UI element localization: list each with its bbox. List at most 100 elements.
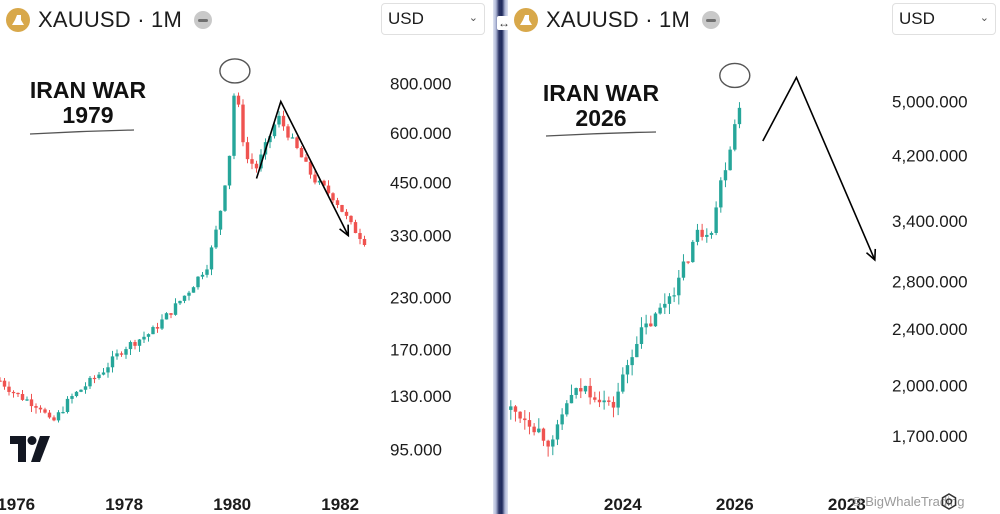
candle (25, 396, 29, 401)
candle (583, 385, 588, 394)
symbol-label[interactable]: XAUUSD · 1M (546, 7, 690, 32)
candle (83, 382, 88, 394)
candle (700, 223, 704, 241)
symbol-header: XAUUSD · 1M (514, 6, 720, 34)
candle (236, 92, 241, 108)
candle (38, 405, 43, 413)
currency-value: USD (388, 9, 424, 28)
minus-pill-icon[interactable] (194, 11, 212, 29)
minus-pill-icon[interactable] (702, 11, 720, 29)
x-tick-label: 1978 (105, 495, 143, 514)
candle (173, 298, 178, 316)
y-tick-label: 600.000 (390, 124, 451, 143)
candle (551, 435, 555, 456)
candle (101, 368, 106, 376)
candle (695, 223, 700, 246)
candle (2, 378, 7, 390)
candle (128, 340, 133, 355)
y-tick-label: 130.000 (390, 387, 451, 406)
candle (47, 409, 52, 419)
candle (630, 349, 634, 376)
candle (686, 261, 690, 265)
price-chart-2026[interactable]: 1,700.000 2,000.000 2,400.000 2,800.000 3,40… (508, 0, 1000, 514)
candle (344, 209, 349, 220)
chevron-down-icon: ⌄ (468, 12, 478, 24)
candle (214, 225, 218, 250)
candle (705, 228, 709, 243)
price-chart-1979[interactable]: 95.000 130.000 170.000 230.000 330.000 450.00… (0, 0, 493, 514)
candle (565, 400, 569, 417)
peak-circle (219, 58, 251, 84)
y-tick-label: 2,000.000 (892, 377, 968, 396)
resize-handle-icon[interactable]: ↔ (497, 16, 511, 30)
watermark: © BigWhaleTrading (852, 494, 965, 509)
annotation-line-1: IRAN WAR (29, 77, 147, 103)
candle (733, 119, 737, 152)
y-tick-label: 170.000 (390, 341, 451, 360)
candle (290, 133, 295, 139)
currency-dropdown[interactable]: USD ⌄ (381, 3, 485, 35)
y-tick-label: 95.000 (390, 441, 442, 460)
chart-panel-2026[interactable]: 1,700.000 2,000.000 2,400.000 2,800.000 3,40… (508, 0, 1000, 514)
candle (209, 245, 214, 276)
candle (160, 314, 164, 331)
candle (340, 204, 344, 213)
candle (227, 155, 232, 190)
candle (593, 391, 597, 403)
candle (611, 396, 616, 418)
x-tick-label: 2026 (716, 495, 754, 514)
candle (313, 170, 317, 185)
candle (677, 270, 681, 305)
candle (124, 346, 128, 359)
candle (74, 391, 79, 398)
candle (254, 160, 259, 173)
candle (115, 349, 119, 360)
y-tick-label: 230.000 (390, 289, 451, 308)
candle (70, 393, 74, 404)
currency-dropdown[interactable]: USD ⌄ (892, 3, 996, 35)
candle (133, 339, 137, 350)
chart-panel-1979[interactable]: 95.000 130.000 170.000 230.000 330.000 450.00… (0, 0, 493, 514)
candle (644, 314, 648, 335)
candles (0, 92, 367, 423)
candle (509, 400, 513, 420)
candle (97, 371, 101, 380)
candle (597, 391, 602, 408)
y-tick-label: 3,400.000 (892, 212, 968, 231)
annotation-title: IRAN WAR 2026 (536, 81, 666, 131)
candle (65, 396, 70, 414)
candle (625, 359, 630, 384)
candle (106, 362, 110, 378)
candle (232, 93, 236, 160)
candle (353, 219, 358, 234)
settings-icon[interactable] (940, 493, 958, 511)
candle (205, 264, 209, 278)
candle (639, 317, 644, 349)
symbol-header: XAUUSD · 1M (6, 6, 212, 34)
candle (299, 146, 304, 158)
currency-value: USD (899, 9, 935, 28)
candle (7, 381, 11, 396)
candle (196, 276, 200, 290)
candle (137, 338, 142, 352)
annotation-line-2: 1979 (62, 102, 114, 128)
candle (200, 271, 205, 280)
candle (541, 427, 546, 447)
symbol-label[interactable]: XAUUSD · 1M (38, 7, 182, 32)
candle (635, 336, 639, 358)
candle (714, 201, 718, 236)
panel-divider[interactable] (493, 0, 508, 514)
candle (61, 406, 65, 414)
candle (527, 412, 532, 435)
candle (286, 124, 290, 141)
gold-bars-icon (6, 8, 30, 32)
candle (178, 300, 182, 305)
y-tick-label: 2,400.000 (892, 320, 968, 339)
candle (672, 287, 676, 303)
annotation-underline (545, 131, 657, 137)
candle (349, 215, 353, 225)
candle (658, 303, 662, 315)
candle (295, 136, 299, 150)
candle (11, 390, 16, 398)
candle (20, 390, 25, 401)
